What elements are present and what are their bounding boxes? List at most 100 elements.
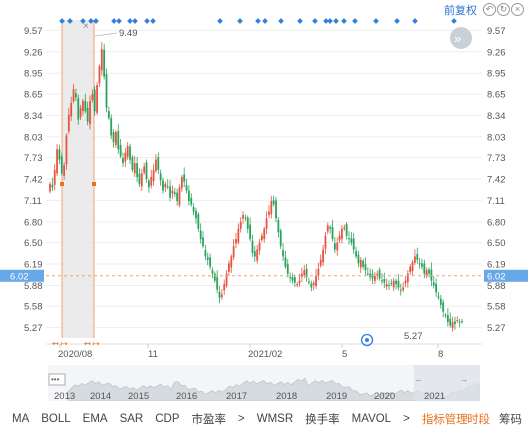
candle-body	[164, 183, 167, 188]
navigator-window[interactable]	[414, 365, 480, 401]
close-range-icon[interactable]: ×	[83, 21, 89, 32]
indicator-ma[interactable]: MA	[12, 412, 30, 425]
candle-body	[357, 254, 360, 264]
candle-body	[89, 100, 91, 125]
right-price-tick: 8.95	[487, 69, 506, 80]
navigator-year-label: 2014	[90, 391, 111, 401]
candle-body	[439, 298, 442, 305]
indicator-wmsr[interactable]: WMSR	[256, 412, 294, 425]
candle-body	[310, 283, 313, 288]
navigator-right-arrow-icon[interactable]: →	[460, 375, 468, 384]
undo-icon[interactable]: ↶	[483, 3, 496, 16]
main-indicators-more-icon[interactable]: >	[238, 412, 245, 425]
candle-body	[93, 89, 96, 112]
candle-body	[449, 318, 452, 326]
candle-body	[162, 180, 164, 191]
indicator-pe[interactable]: 市盈率	[191, 413, 227, 426]
indicator-boll[interactable]: BOLL	[41, 412, 71, 425]
candle-body	[446, 315, 449, 323]
range-left-handle[interactable]	[60, 182, 64, 186]
navigator-svg[interactable]: ← → ••• 2013 2014 2015 2016 2017 2018 2019 2020…	[48, 365, 481, 402]
chart-grid	[46, 29, 482, 329]
sub-indicators-more-icon[interactable]: >	[403, 412, 410, 425]
navigator-left-arrow-icon[interactable]: ←	[415, 375, 423, 384]
left-price-tick: 9.26	[24, 47, 43, 58]
candle-body	[190, 197, 193, 205]
timeline-navigator[interactable]: ← → ••• 2013 2014 2015 2016 2017 2018 2019 2020…	[48, 365, 481, 402]
candle-body	[381, 280, 383, 282]
navigator-menu-label: •••	[51, 375, 60, 384]
navigator-menu-button[interactable]	[48, 373, 66, 386]
candle-body	[399, 290, 402, 292]
candle-body	[140, 173, 143, 187]
navigator-year-label: 2015	[128, 391, 149, 401]
high-annotation-line	[94, 32, 118, 37]
range-right-handle[interactable]	[92, 182, 96, 186]
range-arrow-right-icon[interactable]: ↤ ↦	[84, 339, 100, 348]
candle-body	[232, 246, 235, 258]
event-marker	[327, 18, 333, 24]
candle-body	[98, 66, 101, 84]
event-marker	[116, 18, 122, 24]
price-chart[interactable]: 6.02 6.02 9.57 9.26 8.95 8.65 8.34 8.03 7.73 7.…	[0, 0, 528, 362]
candle-body	[86, 107, 89, 122]
candle-body	[228, 263, 230, 273]
candle-body	[279, 230, 282, 247]
candle-body	[202, 237, 204, 247]
candle-body	[112, 132, 115, 143]
candle-body	[133, 163, 136, 174]
left-price-tick: 7.73	[24, 153, 43, 164]
candle-body	[138, 173, 141, 184]
candle-body	[258, 242, 261, 251]
candle-body	[404, 280, 407, 284]
candle-body	[58, 149, 61, 160]
candle-body	[425, 270, 428, 277]
candle-body	[84, 100, 87, 112]
candle-body	[60, 156, 63, 174]
indicator-turnover[interactable]: 换手率	[305, 413, 340, 426]
candle-body	[126, 145, 129, 157]
current-price-label-left: 6.02	[10, 271, 29, 282]
tab-chips[interactable]: 筹码	[499, 413, 522, 426]
selected-range[interactable]	[62, 20, 94, 338]
candle-body	[242, 214, 244, 219]
price-adjust-button[interactable]: 前复权	[444, 5, 477, 17]
left-price-tick: 8.65	[24, 89, 43, 100]
high-price-annotation: 9.49	[119, 28, 138, 39]
candle-body	[206, 257, 209, 260]
candle-body	[253, 251, 256, 257]
event-markers	[59, 18, 457, 24]
expand-button[interactable]	[450, 27, 472, 49]
indicator-mavol[interactable]: MAVOL	[351, 412, 392, 425]
right-price-tick: 6.19	[487, 260, 506, 271]
range-arrow-left-icon[interactable]: ↤ ↦	[52, 339, 68, 348]
candle-body	[319, 259, 322, 266]
left-price-tick: 8.03	[24, 132, 43, 143]
indicator-manage-button[interactable]: 指标管理	[421, 413, 468, 426]
candle-body	[119, 145, 122, 157]
candle-body	[437, 296, 440, 298]
info-marker-icon[interactable]	[360, 333, 374, 347]
event-marker	[312, 18, 318, 24]
candle-body	[409, 266, 412, 273]
candle-body	[244, 217, 247, 219]
candle-body	[211, 270, 214, 274]
event-marker	[80, 18, 86, 24]
indicator-cdp[interactable]: CDP	[155, 412, 180, 425]
left-price-tick: 6.50	[24, 238, 43, 249]
indicator-ema[interactable]: EMA	[82, 412, 108, 425]
left-price-tick: 6.19	[24, 260, 43, 271]
candle-body	[74, 93, 77, 98]
event-marker	[59, 18, 65, 24]
indicator-sar[interactable]: SAR	[119, 412, 144, 425]
candle-body	[432, 282, 435, 286]
right-price-tick: 8.65	[487, 89, 506, 100]
candle-body	[51, 184, 54, 188]
tab-timeframe[interactable]: 时段	[467, 413, 490, 426]
close-icon[interactable]: ×	[511, 3, 524, 16]
refresh-icon[interactable]: ↻	[497, 3, 510, 16]
candle-body	[67, 114, 70, 132]
candle-body	[204, 250, 207, 257]
candle-body	[77, 98, 80, 120]
candle-body	[185, 185, 188, 191]
